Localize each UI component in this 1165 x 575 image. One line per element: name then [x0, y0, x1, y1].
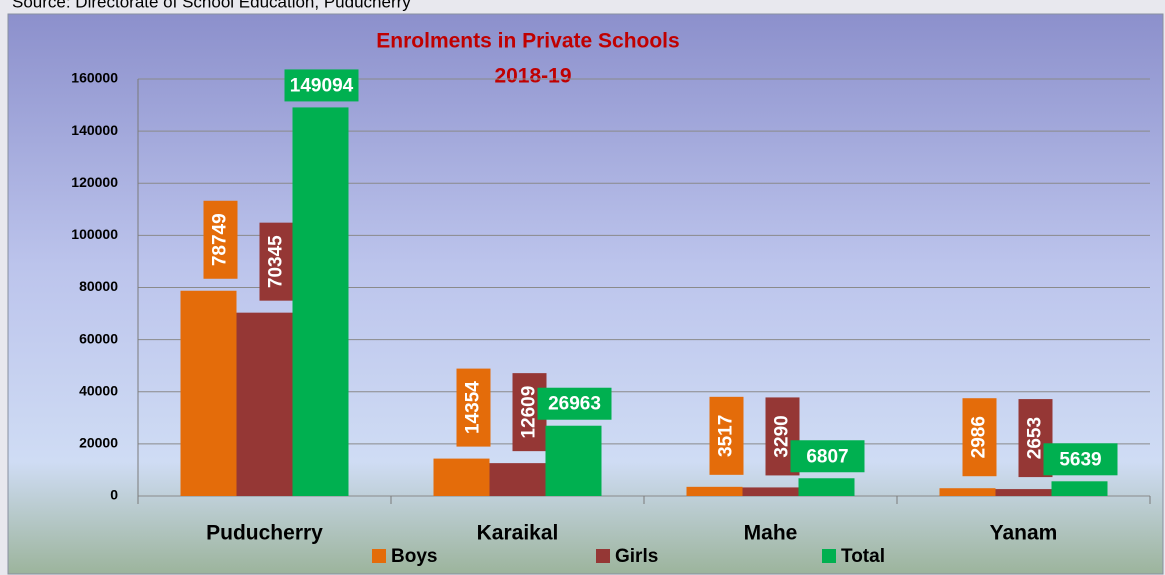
- bar: [236, 312, 293, 496]
- data-label: 26963: [548, 394, 601, 415]
- data-label-box: [284, 69, 359, 102]
- legend-label: Total: [841, 546, 885, 567]
- data-label: 14354: [463, 381, 484, 434]
- bar: [995, 489, 1052, 496]
- data-label-box: [1043, 443, 1118, 476]
- data-label: 78749: [210, 213, 231, 266]
- data-label: 3290: [772, 415, 793, 457]
- chart-title: Enrolments in Private Schools: [376, 30, 679, 53]
- y-tick-label: 80000: [79, 278, 118, 294]
- data-label: 12609: [519, 386, 540, 439]
- y-tick-label: 20000: [79, 435, 118, 451]
- bar: [686, 486, 743, 496]
- legend-swatch: [596, 549, 610, 563]
- bar: [180, 290, 237, 496]
- data-label: 6807: [806, 446, 848, 467]
- data-label-box: [962, 398, 997, 477]
- x-tick-label: Puducherry: [206, 522, 323, 545]
- data-label: 149094: [290, 75, 354, 96]
- data-label-box: [537, 387, 612, 420]
- y-tick-label: 100000: [71, 226, 118, 242]
- data-label-box: [456, 368, 491, 447]
- legend-label: Boys: [391, 546, 437, 567]
- chart-subtitle: 2018-19: [494, 65, 571, 88]
- legend-swatch: [372, 549, 386, 563]
- data-label-box: [709, 396, 744, 475]
- y-tick-label: 160000: [71, 70, 118, 86]
- legend-swatch: [822, 549, 836, 563]
- data-label-box: [259, 222, 294, 301]
- data-label: 2986: [969, 416, 990, 458]
- data-label: 70345: [266, 235, 287, 288]
- bar: [292, 107, 349, 496]
- bar: [798, 478, 855, 496]
- data-label-box: [790, 440, 865, 473]
- y-tick-label: 140000: [71, 122, 118, 138]
- x-tick-label: Karaikal: [477, 522, 559, 545]
- x-tick-label: Mahe: [744, 522, 798, 545]
- x-tick-label: Yanam: [990, 522, 1058, 545]
- bar: [433, 458, 490, 496]
- y-tick-label: 60000: [79, 330, 118, 346]
- y-tick-label: 120000: [71, 174, 118, 190]
- legend-label: Girls: [615, 546, 658, 567]
- data-label: 5639: [1059, 449, 1101, 470]
- data-label: 2653: [1025, 417, 1046, 459]
- data-label-box: [203, 200, 238, 279]
- y-tick-label: 40000: [79, 382, 118, 398]
- source-note: Source: Directorate of School Education,…: [12, 0, 411, 11]
- bar: [939, 488, 996, 496]
- y-tick-label: 0: [110, 487, 118, 503]
- bar: [742, 487, 799, 496]
- bar: [489, 463, 546, 496]
- bar: [545, 425, 602, 496]
- data-label: 3517: [716, 415, 737, 457]
- bar: [1051, 481, 1108, 496]
